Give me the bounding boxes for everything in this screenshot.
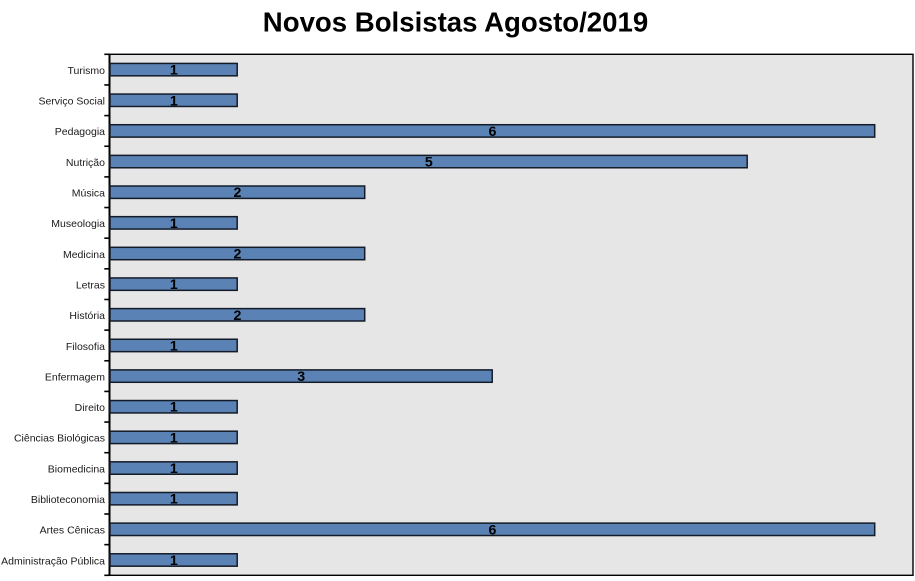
svg-text:1: 1 <box>170 461 178 477</box>
svg-text:2: 2 <box>234 185 242 201</box>
svg-text:5: 5 <box>425 155 433 171</box>
svg-text:2: 2 <box>234 308 242 324</box>
svg-text:6: 6 <box>489 124 497 140</box>
svg-text:Biomedicina: Biomedicina <box>48 463 105 475</box>
svg-text:Biblioteconomia: Biblioteconomia <box>31 494 105 506</box>
svg-text:3: 3 <box>297 369 305 385</box>
svg-text:Serviço Social: Serviço Social <box>38 96 105 108</box>
svg-text:Filosofia: Filosofia <box>66 341 105 353</box>
svg-text:Enfermagem: Enfermagem <box>45 371 105 383</box>
svg-text:Museologia: Museologia <box>51 218 105 230</box>
svg-text:Direito: Direito <box>75 402 106 414</box>
svg-text:Pedagogia: Pedagogia <box>55 126 105 138</box>
svg-text:Ciências Biológicas: Ciências Biológicas <box>14 433 105 445</box>
svg-text:1: 1 <box>170 338 178 354</box>
svg-text:1: 1 <box>170 216 178 232</box>
svg-text:1: 1 <box>170 553 178 569</box>
svg-text:1: 1 <box>170 400 178 416</box>
svg-text:Letras: Letras <box>76 279 105 291</box>
svg-text:2: 2 <box>234 247 242 263</box>
svg-text:Administração Pública: Administração Pública <box>1 555 105 567</box>
svg-text:Novos Bolsistas Agosto/2019: Novos Bolsistas Agosto/2019 <box>263 6 648 37</box>
svg-text:6: 6 <box>489 522 497 538</box>
svg-text:Turismo: Turismo <box>67 65 105 77</box>
svg-text:Artes Cênicas: Artes Cênicas <box>40 525 105 537</box>
svg-text:1: 1 <box>170 93 178 109</box>
svg-text:História: História <box>69 310 105 322</box>
svg-text:Nutrição: Nutrição <box>66 157 105 169</box>
svg-text:Música: Música <box>72 188 105 200</box>
svg-text:1: 1 <box>170 277 178 293</box>
svg-text:1: 1 <box>170 63 178 79</box>
svg-text:Medicina: Medicina <box>63 249 105 261</box>
svg-text:1: 1 <box>170 430 178 446</box>
svg-text:1: 1 <box>170 492 178 508</box>
